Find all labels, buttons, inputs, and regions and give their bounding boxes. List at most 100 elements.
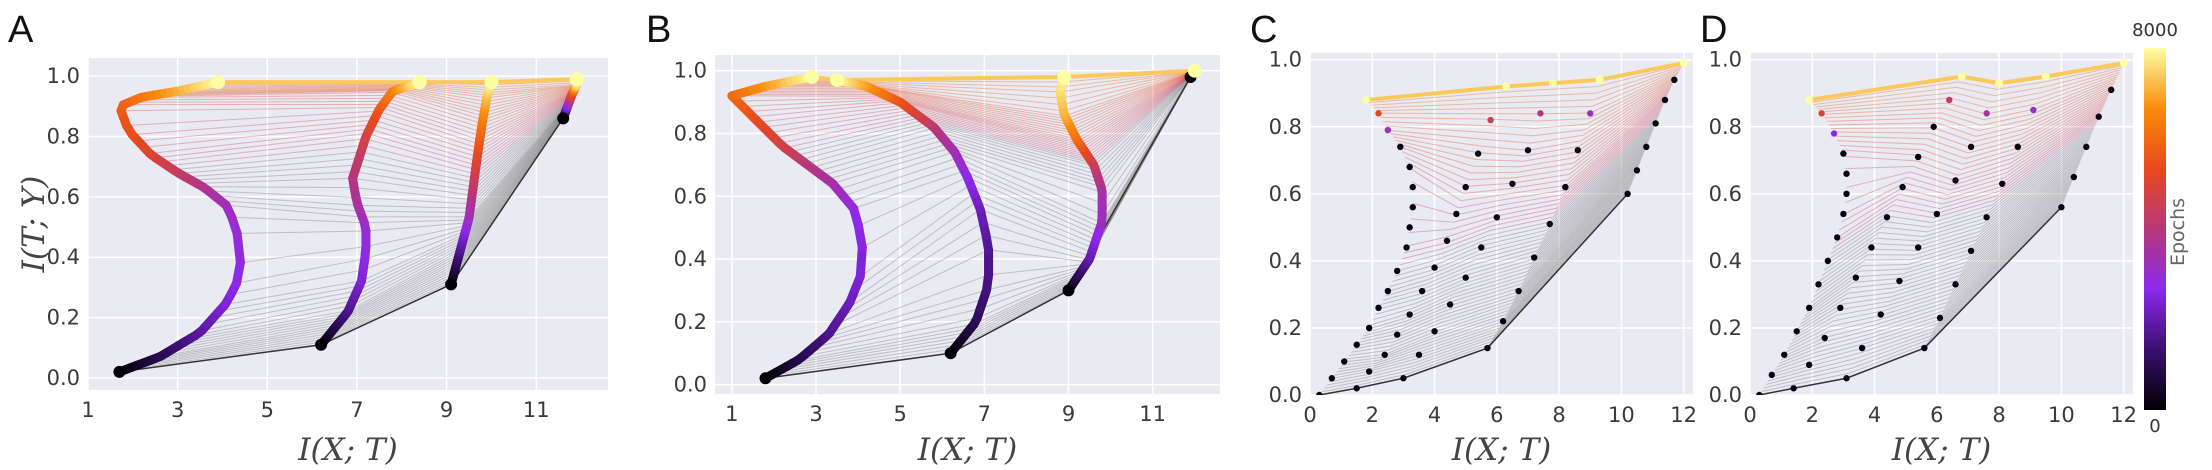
epoch-connector — [823, 75, 1192, 339]
panel-c: 0 2 4 6 8 10 12 0.0 0.2 0.4 0.6 0.8 1.0 I(X; T) C — [1250, 9, 1697, 468]
epoch-connector — [1380, 72, 1679, 122]
y-tick-label: 0.0 — [674, 373, 707, 397]
epoch-point — [1574, 147, 1581, 154]
y-tick-label: 1.0 — [674, 59, 707, 83]
end-marker — [2119, 59, 2128, 68]
epoch-connector — [1837, 92, 2111, 160]
epoch-point — [1397, 143, 1404, 151]
epoch-connector — [1830, 85, 2114, 143]
x-tick-label: 2 — [1366, 403, 1379, 427]
x-tick-label: 3 — [809, 402, 822, 426]
epoch-point — [1830, 130, 1838, 137]
epoch-point — [1415, 351, 1423, 358]
epoch-connector — [158, 87, 576, 113]
epoch-connector — [170, 86, 576, 106]
trajectory-segment — [855, 243, 867, 282]
epoch-connector — [132, 92, 574, 149]
epoch-point — [1365, 368, 1373, 375]
epoch-connector — [126, 91, 574, 145]
epoch-connector — [795, 70, 1195, 93]
epoch-point — [1815, 281, 1822, 288]
epoch-point — [1952, 177, 1959, 184]
epoch-connector — [1360, 153, 1645, 340]
epoch-point — [1768, 371, 1775, 379]
epoch-connector — [800, 73, 1194, 171]
epoch-point — [1805, 304, 1813, 312]
epoch-connector — [1826, 127, 2095, 266]
y-tick-label: 0.8 — [674, 121, 707, 145]
epoch-point — [1562, 183, 1569, 191]
epoch-point — [2083, 143, 2090, 151]
epoch-connector — [1355, 157, 1643, 347]
y-tick-label: 0.2 — [674, 310, 707, 334]
epoch-point — [1353, 385, 1360, 392]
epoch-point — [1921, 344, 1928, 352]
epoch-connector — [1774, 189, 2070, 371]
epoch-connector — [138, 92, 573, 153]
x-tick-label: 8 — [1992, 403, 2005, 427]
end-marker — [484, 75, 499, 90]
epoch-connector — [1815, 69, 2121, 108]
epoch-connector — [1817, 71, 2120, 110]
epoch-connector — [1368, 64, 1683, 104]
layer-trajectory-3 — [1400, 79, 1557, 382]
y-tick-label: 0.0 — [1269, 383, 1302, 407]
epoch-connector — [731, 71, 1194, 140]
end-marker — [211, 75, 225, 90]
epoch-point — [1624, 190, 1631, 198]
panel-letter: B — [646, 9, 671, 51]
epoch-point — [1671, 76, 1678, 84]
epoch-connector — [1826, 80, 2116, 132]
epoch-connector — [219, 107, 568, 312]
epoch-connector — [155, 94, 573, 166]
epoch-point — [1852, 274, 1860, 281]
epoch-connector — [1346, 167, 1639, 360]
epoch-point — [1930, 123, 1937, 130]
epoch-connector — [1843, 108, 2103, 215]
panel-letter: A — [8, 9, 34, 51]
epoch-point — [1868, 244, 1875, 251]
end-marker — [1362, 95, 1371, 104]
x-tick-label: 2 — [1806, 403, 1819, 427]
epoch-connector — [1409, 96, 1667, 202]
epoch-connector — [153, 88, 575, 117]
epoch-point — [1365, 324, 1373, 332]
epoch-point — [1400, 375, 1407, 382]
epoch-connector — [1811, 64, 2123, 103]
final-epoch-line — [218, 77, 577, 85]
epoch-connector — [236, 105, 569, 284]
panel-letter: D — [1700, 9, 1727, 51]
layer-trajectory-2 — [830, 73, 994, 360]
epoch-connector — [1370, 143, 1648, 326]
epoch-point — [1406, 224, 1413, 231]
epoch-point — [1524, 147, 1532, 154]
y-tick-label: 0.0 — [47, 366, 80, 390]
epoch-connector — [1411, 98, 1666, 209]
epoch-point — [1487, 116, 1494, 124]
y-tick-label: 0.4 — [1269, 249, 1302, 273]
plot-content — [727, 63, 1202, 385]
epoch-connector — [1329, 183, 1632, 383]
epoch-connector — [172, 112, 566, 350]
epoch-connector — [135, 89, 575, 129]
x-axis-label: I(X; T) — [1451, 432, 1551, 468]
epoch-connector — [1789, 171, 2077, 345]
y-tick-label: 0.2 — [47, 306, 80, 330]
epoch-connector — [1397, 86, 1672, 168]
epoch-connector — [1383, 74, 1678, 129]
trajectory-segment — [232, 228, 245, 268]
epoch-connector — [154, 114, 566, 360]
epoch-point — [1341, 358, 1348, 365]
epoch-connector — [785, 70, 1195, 106]
epoch-connector — [1338, 174, 1636, 370]
epoch-connector — [1400, 88, 1671, 174]
epoch-point — [1643, 143, 1650, 151]
epoch-point — [1805, 361, 1813, 369]
layer-trajectory-2 — [1790, 72, 1966, 392]
epoch-point — [2095, 113, 2102, 120]
epoch-point — [1418, 287, 1426, 295]
epoch-point — [1840, 150, 1847, 157]
epoch-connector — [220, 101, 570, 214]
epoch-connector — [1375, 69, 1681, 111]
epoch-connector — [1372, 141, 1649, 321]
